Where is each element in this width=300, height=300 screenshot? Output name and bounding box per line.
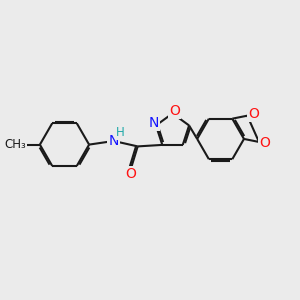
- Text: N: N: [148, 116, 159, 130]
- Text: O: O: [169, 104, 180, 118]
- Text: H: H: [116, 126, 125, 139]
- Text: O: O: [248, 107, 259, 121]
- Text: N: N: [109, 134, 119, 148]
- Text: CH₃: CH₃: [4, 138, 26, 151]
- Text: O: O: [125, 167, 136, 181]
- Text: O: O: [260, 136, 270, 150]
